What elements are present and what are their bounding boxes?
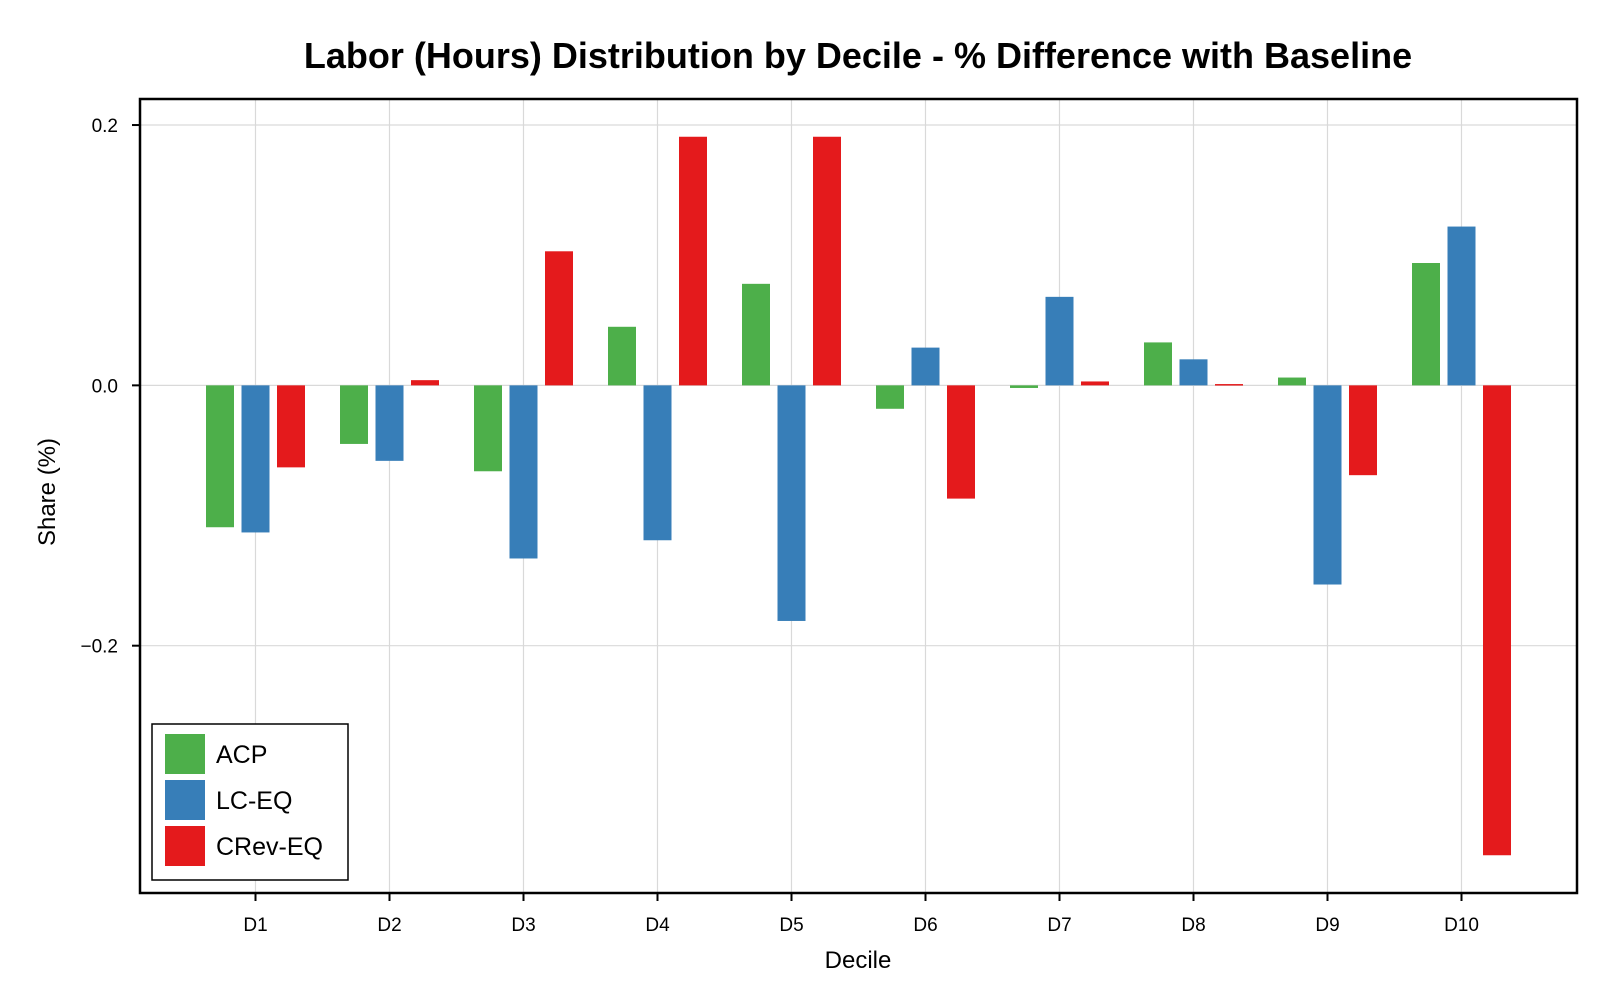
bar-acp-d10 [1412,263,1440,386]
bar-lc-eq-d4 [643,385,672,541]
bar-crev-eq-d4 [679,136,707,386]
bar-lc-eq-d10 [1447,226,1476,386]
legend: ACP LC-EQ CRev-EQ [151,723,349,881]
bar-crev-eq-d3 [545,251,573,386]
chart-title: Labor (Hours) Distribution by Decile - %… [304,35,1412,76]
y-axis-ticks: −0.2 0.0 0.2 [80,116,140,658]
bar-acp-d3 [474,385,502,472]
bar-crev-eq-d2 [411,380,439,386]
bar-crev-eq-d9 [1349,385,1377,476]
bar-lc-eq-d8 [1179,359,1208,386]
legend-label-crev-eq: CRev-EQ [216,833,323,861]
bar-acp-d4 [608,326,636,386]
bars [206,136,1511,856]
bar-acp-d8 [1144,342,1172,386]
bar-lc-eq-d2 [375,385,404,461]
bar-lc-eq-d3 [509,385,538,559]
grid [140,99,1577,893]
x-tick-label: D2 [377,915,401,936]
y-tick-label: 0.2 [92,116,118,137]
x-tick-label: D6 [913,915,937,936]
bar-lc-eq-d5 [777,385,806,621]
bar-crev-eq-d7 [1081,381,1109,386]
bar-acp-d5 [742,283,770,386]
bar-acp-d1 [206,385,234,528]
bar-crev-eq-d10 [1483,385,1511,856]
plot-frame [138,97,1579,895]
legend-label-lc-eq: LC-EQ [216,787,292,815]
x-tick-label: D7 [1047,915,1071,936]
x-tick-label: D3 [511,915,535,936]
bar-acp-d2 [340,385,368,444]
bar-crev-eq-d6 [947,385,975,499]
legend-swatch-crev-eq [165,826,205,866]
bar-acp-d6 [876,385,904,409]
x-tick-label: D9 [1315,915,1339,936]
x-tick-label: D8 [1181,915,1205,936]
x-tick-label: D4 [645,915,670,936]
legend-swatch-acp [165,734,205,774]
x-axis-ticks: D1 D2 D3 D4 D5 D6 D7 D8 D9 D10 [243,893,1479,936]
bar-lc-eq-d6 [911,347,940,386]
bar-lc-eq-d7 [1045,296,1074,386]
legend-swatch-lc-eq [165,780,205,820]
bar-lc-eq-d1 [241,385,270,533]
x-axis-label: Decile [825,947,892,974]
bar-acp-d7 [1010,385,1038,388]
legend-label-acp: ACP [216,741,267,769]
y-tick-label: 0.0 [92,376,118,397]
x-tick-label: D1 [243,915,267,936]
bar-crev-eq-d8 [1215,384,1243,386]
bar-lc-eq-d9 [1313,385,1342,585]
x-tick-label: D10 [1444,915,1479,936]
y-axis-label: Share (%) [34,438,61,546]
bar-crev-eq-d5 [813,136,841,386]
bar-crev-eq-d1 [277,385,305,468]
y-tick-label: −0.2 [80,637,118,658]
bar-acp-d9 [1278,377,1306,386]
x-tick-label: D5 [779,915,803,936]
